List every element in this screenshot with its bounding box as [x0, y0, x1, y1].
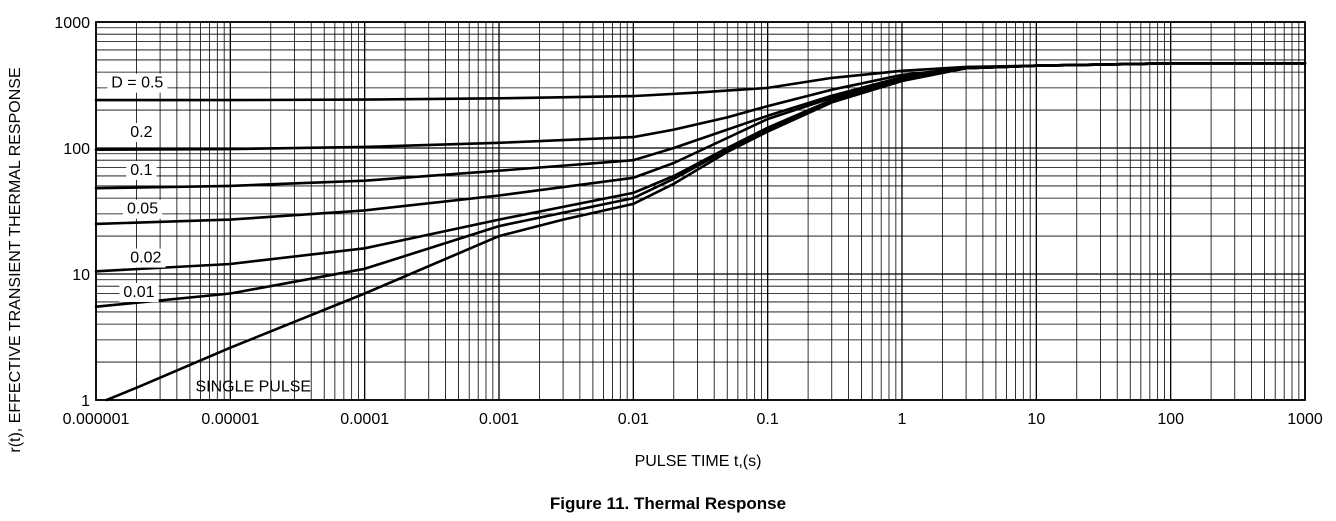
- x-axis-title: PULSE TIME t,(s): [635, 453, 762, 470]
- series-label-bg-2: [126, 160, 157, 180]
- x-tick-label: 1: [898, 411, 907, 428]
- x-tick-label: 0.001: [479, 411, 519, 428]
- series-label-bg-4: [126, 248, 166, 268]
- y-tick-label: 1: [81, 393, 90, 410]
- x-tick-label: 0.0001: [340, 411, 389, 428]
- x-tick-label: 0.000001: [63, 411, 130, 428]
- series-label-bg-5: [119, 282, 159, 302]
- series-line-2: [94, 61, 1307, 190]
- series-label-3: 0.05: [127, 201, 158, 218]
- series-label-1: 0.2: [130, 124, 152, 141]
- series-label-5: 0.01: [123, 284, 154, 301]
- series-line-1: [94, 61, 1307, 151]
- y-tick-label: 100: [63, 141, 90, 158]
- plot-frame: [95, 21, 1306, 401]
- series-lines: [94, 61, 1307, 402]
- x-tick-label: 10: [1027, 411, 1045, 428]
- y-axis-title: r(t), EFFECTIVE TRANSIENT THERMAL RESPON…: [7, 67, 24, 452]
- series-label-bg-0: [107, 73, 168, 93]
- series-label-bg-3: [122, 199, 163, 219]
- x-tick-label: 0.1: [757, 411, 779, 428]
- series-label-0: D = 0.5: [111, 75, 163, 92]
- tick-labels: 0.000001 0.00001 0.0001 0.001 0.01 0.1 1 10 100 1…: [54, 15, 1322, 428]
- major-gridlines: [95, 21, 1306, 401]
- x-tick-label: 0.01: [618, 411, 649, 428]
- x-tick-label: 0.00001: [201, 411, 259, 428]
- series-label-2: 0.1: [130, 162, 152, 179]
- series-line-3: [94, 61, 1307, 226]
- x-tick-label: 1000: [1287, 411, 1323, 428]
- x-tick-label: 100: [1157, 411, 1184, 428]
- series-label-6: SINGLE PULSE: [195, 378, 311, 395]
- series-labels: D = 0.5 0.2 0.1 0.05 0.02 0.01 SINGLE PULSE: [107, 73, 311, 395]
- figure-caption: Figure 11. Thermal Response: [549, 494, 787, 513]
- y-tick-label: 1000: [54, 15, 90, 32]
- series-label-4: 0.02: [130, 250, 161, 267]
- y-tick-label: 10: [72, 267, 90, 284]
- minor-gridlines: [96, 22, 1305, 400]
- series-line-0: [94, 61, 1307, 102]
- series-line-6: [105, 61, 1307, 402]
- series-label-bg-1: [126, 122, 157, 142]
